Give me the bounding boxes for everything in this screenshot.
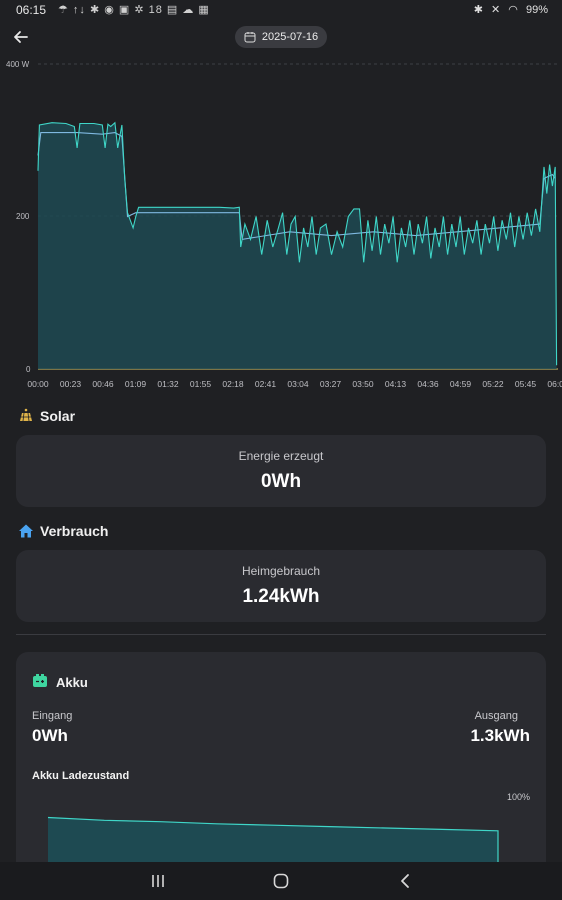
x-tick-label: 00:46 (92, 379, 114, 389)
ausgang-value: 1.3kWh (470, 726, 530, 745)
y-label-0: 0 (26, 365, 31, 374)
chevron-left-icon (401, 874, 409, 888)
verbrauch-title: Verbrauch (40, 523, 109, 539)
soc-max-label: 100% (506, 792, 530, 802)
power-chart[interactable]: 400 W 200 0 00:00 00:23 00:46 01:09 01:32 01:… (0, 55, 562, 395)
battery-level: 99% (525, 4, 548, 16)
x-tick-label: 05:45 (515, 379, 537, 389)
x-tick-label: 00:23 (60, 379, 82, 389)
x-tick-label: 01:09 (125, 379, 147, 389)
x-tick-label: 04:36 (417, 379, 439, 389)
soc-line (47, 816, 499, 867)
eingang-value: 0Wh (32, 726, 68, 745)
akku-section-title: Akku (32, 674, 88, 691)
power-series-line-1 (37, 121, 558, 366)
battery-icon (32, 674, 48, 691)
x-tick-label: 01:32 (157, 379, 179, 389)
back-button[interactable] (10, 26, 32, 48)
x-tick-label: 04:13 (385, 379, 407, 389)
x-tick-label: 00:00 (27, 379, 49, 389)
recent-apps-button[interactable] (147, 871, 169, 891)
x-tick-label: 01:55 (190, 379, 212, 389)
mute-icon: ✕ (491, 4, 501, 16)
notification-icons: ☂ ↑↓ ✱ ◉ ▣ ✲ 18 ▤ ☁ ▦ (58, 4, 210, 16)
recent-apps-icon (152, 875, 164, 887)
soc-chart[interactable] (16, 802, 546, 867)
navigation-bar (0, 862, 562, 900)
home-button[interactable] (270, 871, 292, 891)
status-time: 06:15 (16, 3, 47, 17)
eingang-label: Eingang (32, 710, 73, 722)
solar-title: Solar (40, 408, 76, 424)
status-bar: 06:15 ☂ ↑↓ ✱ ◉ ▣ ✲ 18 ▤ ☁ ▦ ✱ ✕ ◠ 99% (0, 0, 562, 22)
verbrauch-value: 1.24kWh (242, 586, 320, 607)
akku-card: Akku Eingang 0Wh Ausgang 1.3kWh Akku Lad… (16, 652, 546, 867)
ausgang-label: Ausgang (474, 710, 518, 722)
verbrauch-card: Heimgebrauch 1.24kWh (16, 550, 546, 622)
bluetooth-icon: ✱ (473, 4, 483, 16)
verbrauch-label: Heimgebrauch (241, 564, 321, 578)
arrow-left-icon (14, 31, 28, 43)
date-label: 2025-07-16 (261, 31, 319, 43)
akku-title: Akku (56, 675, 88, 690)
soc-area-fill (48, 817, 498, 867)
x-tick-label: 02:41 (255, 379, 277, 389)
x-tick-label: 03:27 (320, 379, 342, 389)
x-tick-label: 06:08 (547, 379, 562, 389)
home-icon (18, 523, 34, 539)
x-tick-label: 05:22 (482, 379, 504, 389)
x-tick-label: 03:04 (287, 379, 309, 389)
divider (16, 634, 546, 635)
status-right: ✱ ✕ ◠ 99% (469, 3, 548, 16)
solar-panel-icon (18, 408, 34, 424)
date-picker-button[interactable]: 2025-07-16 (235, 26, 327, 48)
verbrauch-section-title: Verbrauch (18, 523, 108, 539)
x-tick-label: 03:50 (352, 379, 374, 389)
x-tick-label: 02:18 (222, 379, 244, 389)
soc-title: Akku Ladezustand (32, 770, 130, 782)
x-tick-label: 04:59 (450, 379, 472, 389)
solar-card: Energie erzeugt 0Wh (16, 435, 546, 507)
wifi-icon: ◠ (508, 4, 518, 16)
y-label-400: 400 W (6, 60, 30, 69)
home-circle-icon (273, 873, 289, 889)
solar-value: 0Wh (260, 471, 302, 492)
solar-section-title: Solar (18, 408, 75, 424)
calendar-icon (244, 32, 256, 43)
solar-label: Energie erzeugt (238, 449, 324, 463)
y-label-200: 200 (16, 212, 30, 221)
back-nav-button[interactable] (394, 871, 416, 891)
power-area-fill (38, 122, 557, 369)
